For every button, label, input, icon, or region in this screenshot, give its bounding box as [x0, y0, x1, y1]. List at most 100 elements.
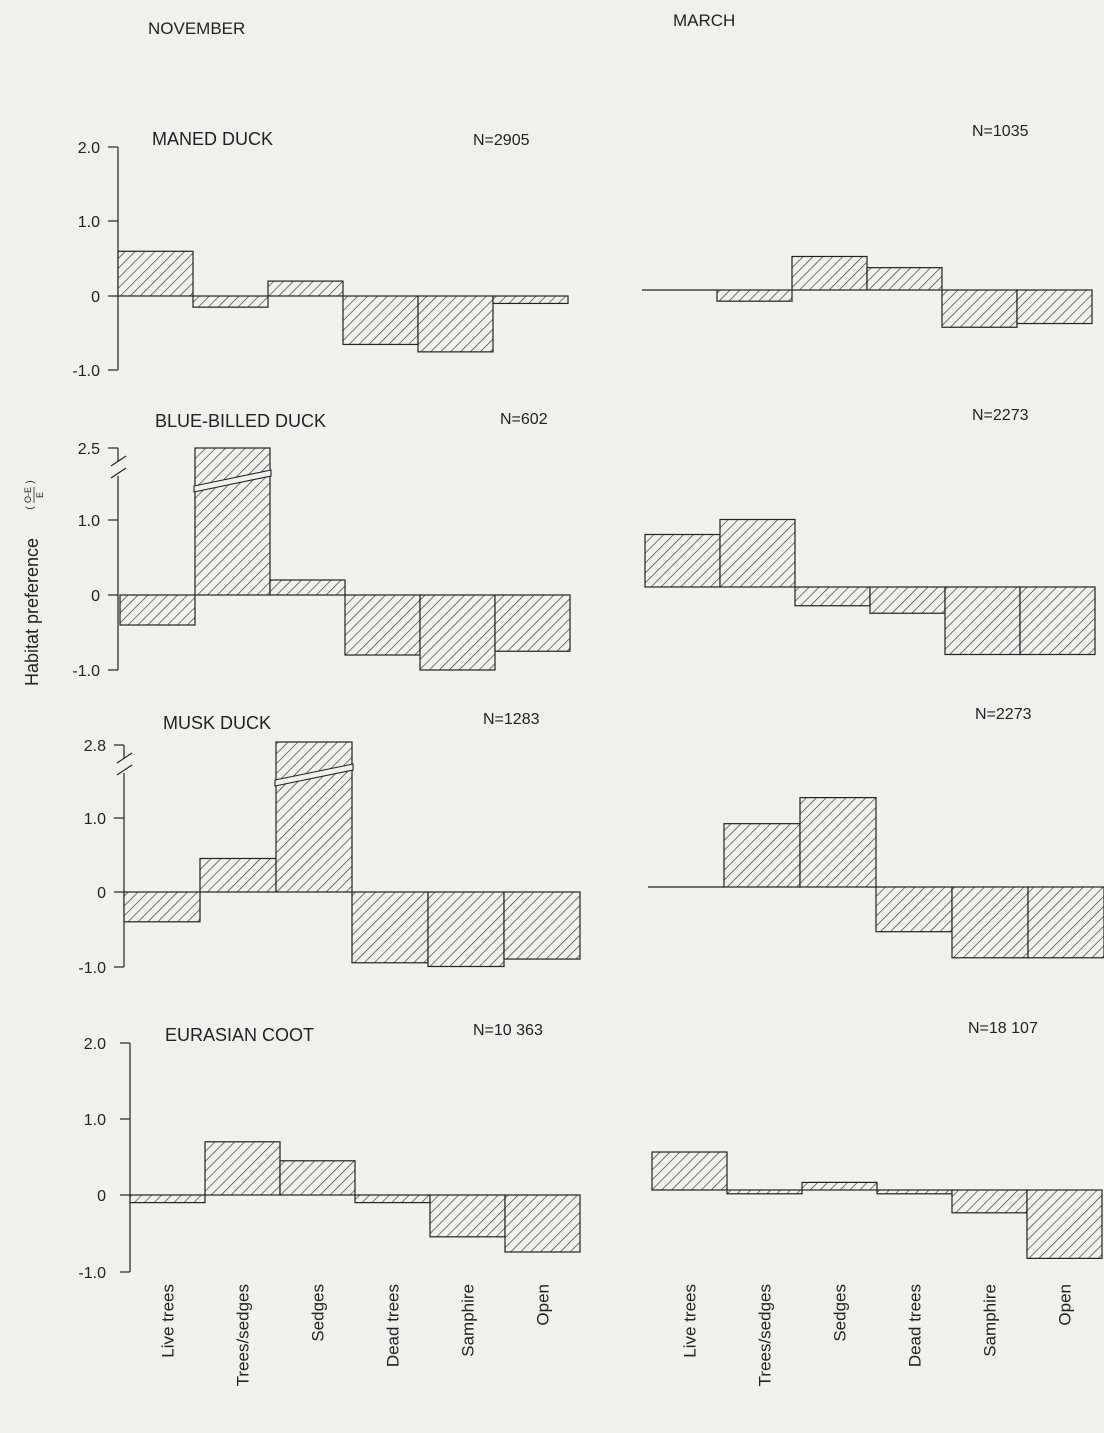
panel-3-november-bar-3: [351, 891, 429, 964]
panel-4-title: EURASIAN COOT: [165, 1025, 314, 1045]
panel-2-march-bar-2: [794, 586, 871, 607]
panel-1-title: MANED DUCK: [152, 129, 273, 149]
march-category-labels: Live trees Trees/sedges Sedges Dead trees Sa…: [681, 1284, 1075, 1386]
panel-1-november-n: N=2905: [473, 132, 530, 149]
panel-3-november-bar-5: [503, 891, 581, 960]
panel-1-y-axis: [108, 146, 119, 371]
panel-1-march-bars: [642, 255, 1093, 328]
november-category-label-1: Trees/sedges: [234, 1284, 253, 1386]
panel-3-y-axis: [114, 744, 133, 968]
panel-3-november-bar-0: [123, 891, 201, 923]
march-category-label-2: Sedges: [831, 1284, 850, 1342]
panel-4-march-bar-4: [951, 1189, 1028, 1214]
panel-1-march-bar-4: [941, 289, 1018, 328]
panel-4-november-bar-2: [279, 1160, 356, 1196]
panel-4-march-bar-1: [726, 1189, 803, 1195]
march-category-label-1: Trees/sedges: [756, 1284, 775, 1386]
panel-2-november-n: N=602: [500, 411, 548, 428]
panel-3-november-bar-1: [199, 857, 277, 893]
march-column-title: MARCH: [673, 11, 735, 30]
panel-3-march-n: N=2273: [975, 706, 1032, 723]
panel-1-november-bar-5: [492, 295, 569, 305]
november-category-label-2: Sedges: [309, 1284, 328, 1342]
panel-2-november-bar-5: [494, 594, 571, 652]
panel-1-november-bar-2: [267, 280, 344, 297]
panel-1-march-bar-3: [866, 267, 943, 291]
panel-1-november-bar-1: [192, 295, 269, 308]
panel-4-ytick-minus-one: -1.0: [78, 1265, 106, 1282]
november-category-label-5: Open: [534, 1284, 553, 1326]
panel-2-november-bars: [119, 447, 571, 671]
panel-3-ytick-zero: 0: [97, 885, 106, 902]
panel-3-november-bars: [123, 741, 581, 968]
panel-1-november-bars: [117, 250, 569, 353]
march-category-label-5: Open: [1056, 1284, 1075, 1326]
panel-1-march-bar-2: [791, 255, 868, 291]
panel-2-march-bar-3: [869, 586, 946, 614]
panel-4-march-bar-3: [876, 1189, 953, 1195]
panel-2-march-bars: [644, 518, 1096, 656]
panel-2-november-bar-1-axis-break: [193, 469, 272, 493]
y-axis-label: Habitat preference: [22, 538, 42, 686]
panel-4-november-bar-1: [204, 1141, 281, 1196]
march-category-label-4: Samphire: [981, 1284, 1000, 1357]
panel-3-march-bar-4: [951, 886, 1029, 959]
panel-1-november-bar-4: [417, 295, 494, 353]
panel-1-ytick-minus-one: -1.0: [72, 363, 100, 380]
y-axis-fraction-paren-open: (: [25, 506, 36, 510]
y-axis-fraction-denominator: E: [35, 492, 45, 498]
panel-2-november-bar-2: [269, 579, 346, 596]
november-column-title: NOVEMBER: [148, 19, 245, 38]
panel-2-march-bar-1: [719, 518, 796, 588]
panel-3-march-bar-5: [1027, 886, 1104, 959]
panel-4-november-bars: [129, 1141, 581, 1253]
panel-2-november-bar-4: [419, 594, 496, 671]
panel-2-march-bar-5: [1019, 586, 1096, 656]
panel-2-march-bar-0: [644, 533, 721, 588]
panel-3-title: MUSK DUCK: [163, 713, 271, 733]
november-category-labels: Live trees Trees/sedges Sedges Dead trees Sa…: [159, 1284, 553, 1386]
panel-4-november-bar-0: [129, 1194, 206, 1204]
panel-4-november-bar-4: [429, 1194, 506, 1238]
panel-1-march-n: N=1035: [972, 123, 1029, 140]
panel-1-march-bar-5: [1016, 289, 1093, 325]
panel-4-march-bar-2: [801, 1181, 878, 1191]
panel-1-ytick-top: 2.0: [78, 140, 100, 157]
panel-2-title: BLUE-BILLED DUCK: [155, 411, 326, 431]
november-category-label-3: Dead trees: [384, 1284, 403, 1367]
panel-2-ytick-minus-one: -1.0: [72, 663, 100, 680]
panel-4-march-bar-0: [651, 1151, 728, 1191]
panel-3-march-bar-1: [723, 823, 801, 888]
y-axis-fraction-numerator: O-E: [23, 487, 33, 503]
panel-3-march-bars: [648, 796, 1104, 959]
panel-2-ytick-zero: 0: [91, 588, 100, 605]
panel-4-y-axis: [120, 1042, 131, 1273]
panel-1-ytick-zero: 0: [91, 289, 100, 306]
panel-2-november-bar-0: [119, 594, 196, 626]
panel-2-y-axis: [108, 447, 127, 671]
panel-3-november-n: N=1283: [483, 711, 540, 728]
y-axis-fraction-paren-close: ): [25, 480, 36, 483]
panel-4-november-n: N=10 363: [473, 1022, 543, 1039]
november-category-label-4: Samphire: [459, 1284, 478, 1357]
panel-3-ytick-one: 1.0: [84, 811, 106, 828]
panel-4-march-bars: [651, 1151, 1103, 1260]
panel-1-ytick-one: 1.0: [78, 214, 100, 231]
panel-3-ytick-top: 2.8: [84, 738, 106, 755]
panel-4-november-bar-5: [504, 1194, 581, 1253]
panel-2-november-bar-1: [194, 447, 271, 596]
panel-2-ytick-one: 1.0: [78, 513, 100, 530]
panel-2-ytick-top: 2.5: [78, 441, 100, 458]
panel-4-march-n: N=18 107: [968, 1020, 1038, 1037]
march-category-label-0: Live trees: [681, 1284, 700, 1358]
panel-2-november-bar-3: [344, 594, 421, 656]
panel-4-ytick-zero: 0: [97, 1188, 106, 1205]
panel-3-march-bar-3: [875, 886, 953, 933]
panel-4-ytick-one: 1.0: [84, 1112, 106, 1129]
panel-4-ytick-top: 2.0: [84, 1036, 106, 1053]
panel-1-november-bar-0: [117, 250, 194, 297]
panel-4-march-bar-5: [1026, 1189, 1103, 1260]
panel-4-november-bar-3: [354, 1194, 431, 1204]
